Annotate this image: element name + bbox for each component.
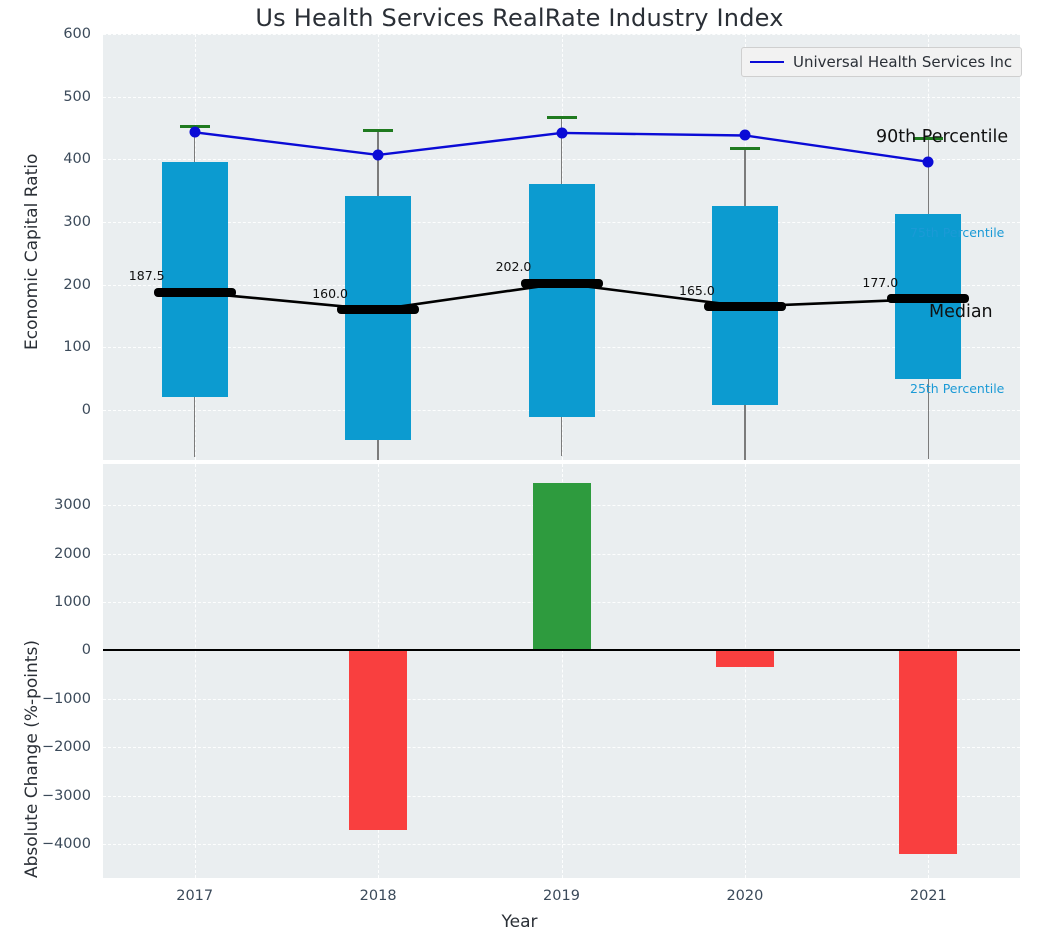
x-axis-tick-2021: 2021: [910, 888, 947, 904]
legend-line-swatch: [750, 61, 784, 63]
x-axis-tick-2017: 2017: [176, 888, 213, 904]
bottom-chart-y-tick: −3000: [0, 788, 91, 804]
top-chart-plot-area: [103, 34, 1020, 460]
bottom-chart-y-tick: 0: [0, 642, 91, 658]
median-value-label: 165.0: [679, 283, 715, 298]
p90-percentile-tick: [547, 116, 577, 119]
median-marker: [704, 302, 786, 311]
page-title: Us Health Services RealRate Industry Ind…: [0, 4, 1039, 32]
absolute-change-bar: [533, 483, 591, 650]
company-data-point: [373, 149, 384, 160]
top-chart-y-axis-label: Economic Capital Ratio: [22, 154, 42, 350]
gridline-vertical: [195, 464, 197, 878]
bottom-chart-y-tick: −1000: [0, 691, 91, 707]
x-axis-label: Year: [0, 912, 1039, 932]
annotation-25th-percentile: 25th Percentile: [910, 381, 1004, 396]
iqr-box: [529, 184, 595, 417]
bottom-chart-plot-area: [103, 464, 1020, 878]
bottom-chart-y-tick: 2000: [0, 546, 91, 562]
company-data-point: [189, 127, 200, 138]
iqr-box: [162, 162, 228, 398]
median-value-label: 160.0: [312, 286, 348, 301]
company-data-point: [923, 156, 934, 167]
top-chart-y-tick: 600: [0, 26, 91, 42]
top-chart-y-tick: 0: [0, 402, 91, 418]
annotation-90th-percentile: 90th Percentile: [876, 127, 1008, 147]
p90-percentile-tick: [730, 147, 760, 150]
top-chart-y-tick: 400: [0, 151, 91, 167]
bottom-chart-y-tick: −2000: [0, 739, 91, 755]
company-data-point: [739, 130, 750, 141]
median-marker: [337, 305, 419, 314]
median-value-label: 187.5: [129, 268, 165, 283]
chart-canvas: Us Health Services RealRate Industry Ind…: [0, 0, 1039, 942]
median-marker: [521, 279, 603, 288]
median-value-label: 202.0: [496, 259, 532, 274]
x-axis-tick-2019: 2019: [543, 888, 580, 904]
top-chart-y-tick: 100: [0, 339, 91, 355]
p90-percentile-tick: [363, 129, 393, 132]
absolute-change-bar: [899, 650, 957, 853]
median-value-label: 177.0: [862, 275, 898, 290]
bottom-chart-y-tick: 1000: [0, 594, 91, 610]
iqr-box: [345, 196, 411, 440]
median-marker: [154, 288, 236, 297]
bottom-chart-y-tick: 3000: [0, 497, 91, 513]
annotation-median: Median: [929, 302, 993, 322]
absolute-change-bar: [716, 650, 774, 667]
company-data-point: [556, 127, 567, 138]
gridline-vertical: [745, 464, 747, 878]
x-axis-tick-2018: 2018: [360, 888, 397, 904]
legend-label-universal-health-services-inc: Universal Health Services Inc: [793, 53, 1012, 71]
x-axis-tick-2020: 2020: [726, 888, 763, 904]
annotation-75th-percentile: 75th Percentile: [910, 225, 1004, 240]
top-chart-y-tick: 300: [0, 214, 91, 230]
top-chart-y-tick: 500: [0, 89, 91, 105]
absolute-change-bar: [349, 650, 407, 829]
legend[interactable]: Universal Health Services Inc: [741, 47, 1022, 77]
bottom-chart-y-tick: −4000: [0, 836, 91, 852]
zero-baseline: [103, 649, 1020, 651]
top-chart-y-tick: 200: [0, 277, 91, 293]
